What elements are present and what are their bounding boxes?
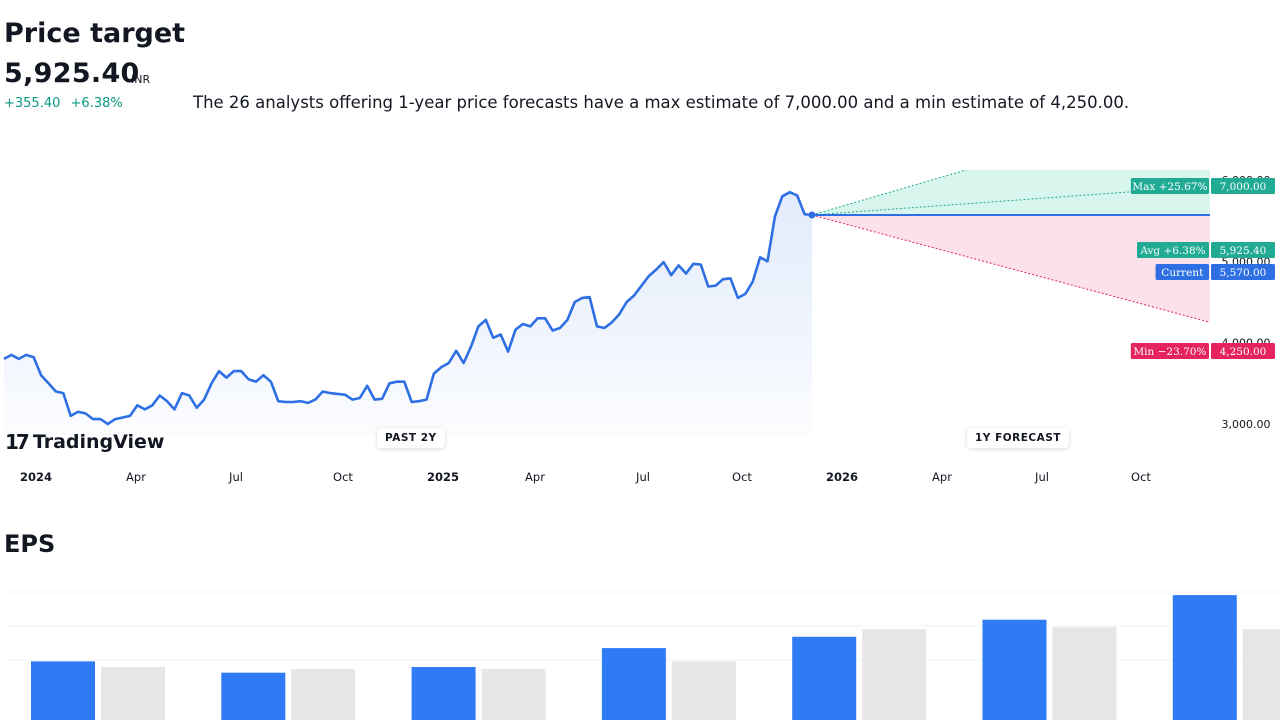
avg-tag-label: Avg +6.38% [1139, 245, 1205, 257]
forecast-up-area [812, 170, 1210, 215]
max-tag: Max +25.67% 7,000.00 [1130, 178, 1275, 194]
change-percent: +6.38% [70, 96, 123, 111]
eps-actual-bar [601, 648, 666, 720]
x-tick-label: Apr [126, 470, 146, 484]
forecast-min-line [811, 214, 1211, 323]
tradingview-mark-icon: 17 [5, 430, 30, 454]
history-area [4, 192, 812, 435]
current-tag-value: 5,570.00 [1220, 267, 1267, 279]
tradingview-wordmark: TradingView [32, 431, 165, 453]
x-tick-label: Oct [732, 470, 752, 484]
eps-estimate-bar [671, 661, 736, 720]
x-tick-label: Jul [228, 470, 243, 484]
min-tag-value: 4,250.00 [1220, 346, 1267, 358]
price-line [3, 190, 813, 426]
avg-tag-label-bg [1137, 242, 1209, 258]
eps-chart[interactable] [0, 580, 1280, 720]
x-tick-label: Oct [333, 470, 353, 484]
tradingview-logo[interactable]: 17 TradingView [5, 430, 164, 454]
min-tag: Min −23.70% 4,250.00 [1130, 343, 1275, 359]
forecast-max-line [811, 170, 968, 216]
min-tag-label: Min −23.70% [1133, 346, 1206, 358]
x-tick-label: Jul [635, 470, 650, 484]
x-tick-label: 2026 [826, 470, 858, 484]
eps-estimate-bar [291, 668, 356, 720]
avg-tag-value-bg [1211, 242, 1275, 258]
avg-tag-value: 5,925.40 [1220, 245, 1267, 257]
max-tag-value-bg [1211, 178, 1275, 194]
eps-actual-bar [982, 619, 1047, 720]
x-tick-label: Oct [1131, 470, 1151, 484]
max-tag-value: 7,000.00 [1220, 181, 1267, 193]
eps-actual-bar [1172, 595, 1237, 720]
min-tag-label-bg [1130, 343, 1209, 359]
forecast-period-pill: 1Y FORECAST [967, 428, 1069, 448]
current-tag-label-bg [1155, 264, 1209, 280]
change-absolute: +355.40 [4, 96, 61, 111]
page-title: Price target [4, 18, 186, 49]
eps-estimate-bar [101, 667, 165, 720]
current-tag-label: Current [1161, 267, 1204, 279]
currency-label: INR [131, 73, 151, 86]
eps-estimate-bar [481, 668, 546, 720]
eps-estimate-bar [862, 629, 927, 720]
eps-actual-bar [31, 661, 95, 720]
eps-estimate-bar [1242, 629, 1280, 720]
eps-estimate-bar [1052, 627, 1117, 720]
eps-actual-bar [792, 636, 857, 720]
avg-tag: Avg +6.38% 5,925.40 [1137, 242, 1275, 258]
price-target-value: 5,925.40 [4, 58, 140, 89]
max-tag-label: Max +25.67% [1132, 181, 1207, 193]
past-period-pill: PAST 2Y [377, 428, 445, 448]
x-tick-label: Apr [525, 470, 545, 484]
eps-actual-bar [411, 667, 476, 720]
y-tick-label: 3,000.00 [1222, 418, 1271, 431]
max-tag-label-bg [1130, 178, 1209, 194]
analyst-description: The 26 analysts offering 1-year price fo… [193, 93, 1130, 112]
current-tag: Current 5,570.00 [1155, 264, 1275, 280]
x-tick-label: 2025 [427, 470, 459, 484]
eps-title: EPS [4, 530, 56, 558]
price-change: +355.40 +6.38% [4, 96, 129, 111]
eps-actual-bar [221, 672, 286, 720]
current-tag-value-bg [1211, 264, 1275, 280]
x-tick-label: 2024 [20, 470, 52, 484]
x-tick-label: Apr [932, 470, 952, 484]
x-tick-label: Jul [1034, 470, 1049, 484]
current-point [808, 211, 816, 219]
min-tag-value-bg [1211, 343, 1275, 359]
